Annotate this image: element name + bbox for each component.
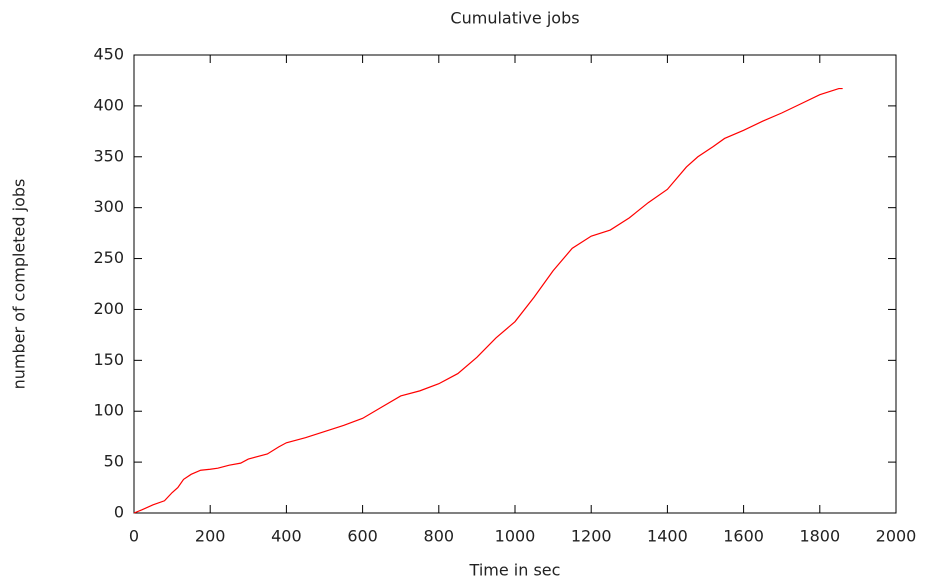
y-tick-label: 150 <box>93 350 124 369</box>
y-tick-label: 250 <box>93 248 124 267</box>
x-tick-label: 2000 <box>876 527 917 546</box>
y-axis-label: number of completed jobs <box>10 179 29 390</box>
chart-title: Cumulative jobs <box>450 9 579 28</box>
y-tick-label: 0 <box>114 503 124 522</box>
y-tick-label: 400 <box>93 95 124 114</box>
x-tick-label: 1400 <box>647 527 688 546</box>
x-tick-label: 1000 <box>495 527 536 546</box>
x-tick-label: 1600 <box>723 527 764 546</box>
x-tick-label: 0 <box>129 527 139 546</box>
y-tick-label: 100 <box>93 401 124 420</box>
x-axis-label: Time in sec <box>469 561 561 580</box>
y-tick-label: 450 <box>93 45 124 64</box>
x-tick-label: 400 <box>271 527 302 546</box>
x-tick-label: 600 <box>347 527 378 546</box>
plot-border <box>133 54 897 514</box>
x-tick-label: 1200 <box>571 527 612 546</box>
y-tick-label: 200 <box>93 299 124 318</box>
y-tick-label: 300 <box>93 197 124 216</box>
y-tick-label: 50 <box>104 452 124 471</box>
y-tick-label: 350 <box>93 146 124 165</box>
line-series <box>133 87 843 514</box>
x-tick-label: 1800 <box>799 527 840 546</box>
x-tick-label: 800 <box>424 527 455 546</box>
x-tick-label: 200 <box>195 527 226 546</box>
